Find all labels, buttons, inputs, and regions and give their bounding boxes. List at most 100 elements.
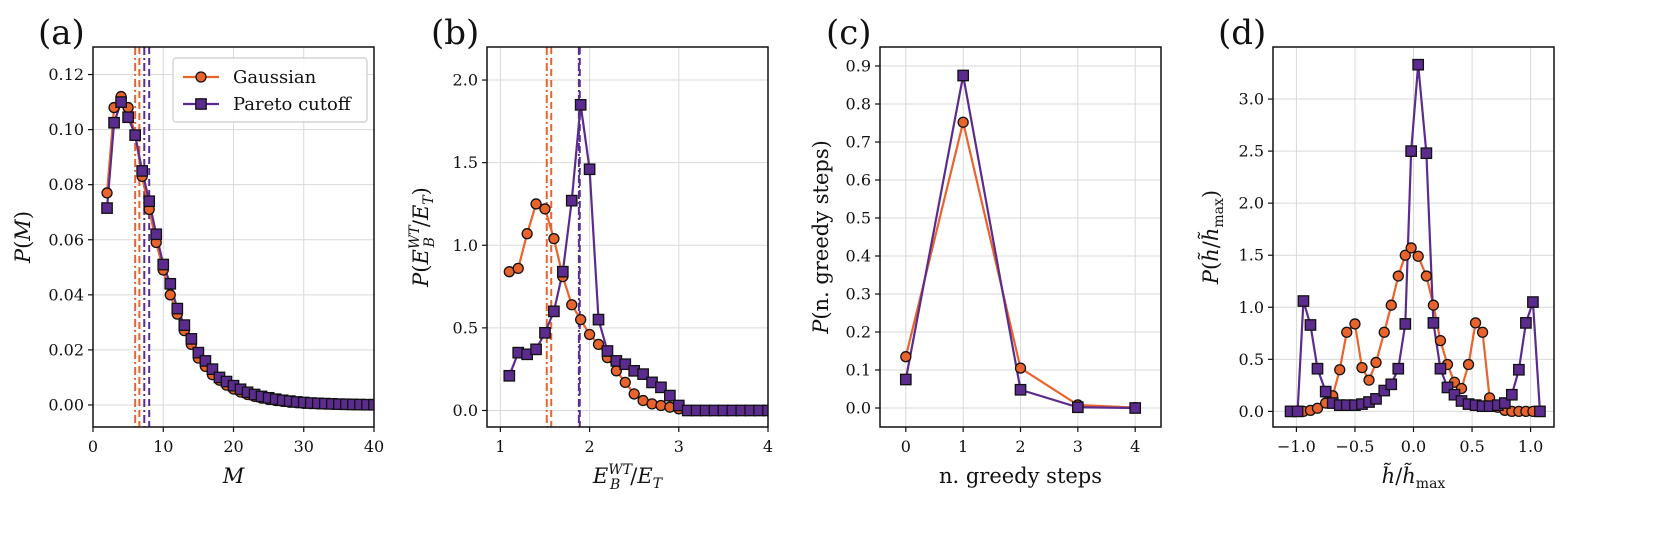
data-point	[619, 358, 632, 371]
y-tick-label: 0.9	[846, 57, 871, 76]
series-line	[508, 104, 768, 412]
y-tick-label: 0.08	[48, 175, 84, 194]
data-point	[1385, 378, 1398, 391]
y-tick-label: 0.6	[846, 171, 871, 190]
y-tick-label: 0.7	[846, 133, 871, 152]
data-point	[185, 333, 198, 345]
data-point	[1476, 326, 1489, 338]
x-axis-label: h̃/h̃max	[1382, 463, 1446, 492]
y-tick-label: 0.0	[453, 401, 478, 420]
y-tick-label: 1.5	[1239, 246, 1264, 265]
data-point	[628, 388, 640, 400]
data-point	[164, 289, 176, 301]
data-point	[1378, 384, 1391, 397]
panel-label: (d)	[1218, 13, 1266, 53]
data-point	[1319, 385, 1332, 398]
plot-area	[101, 90, 374, 411]
data-point	[122, 111, 134, 124]
legend-gaussian-label: Gaussian	[233, 67, 317, 88]
data-point	[1291, 405, 1304, 418]
y-axis-label: P(EWTB/ET)	[407, 187, 438, 288]
data-point	[1420, 147, 1433, 160]
panel-b: 1 2 3 4 0.0 0.5 1.0 1.5 2.0 (b) EWT B/ET P(EWTB/ET)	[407, 13, 773, 493]
data-point	[1356, 362, 1368, 374]
panel-label: (a)	[38, 13, 85, 53]
data-point	[150, 228, 163, 241]
data-point	[899, 373, 912, 386]
data-point	[530, 198, 542, 210]
data-point	[164, 277, 177, 290]
y-tick-label: 0.2	[846, 323, 871, 342]
data-point	[1434, 362, 1447, 375]
plot-area	[899, 69, 1142, 414]
y-tick-label: 0.4	[846, 247, 871, 266]
x-tick-label: 1	[495, 437, 505, 456]
y-axis-label: P(n. greedy steps)	[809, 140, 833, 335]
data-point	[1448, 388, 1461, 401]
data-point	[957, 116, 969, 128]
y-tick-label: 0.0	[1239, 402, 1264, 421]
data-point	[178, 319, 191, 331]
y-axis-label: P(h̃/h̃max)	[1198, 190, 1227, 285]
data-point	[574, 98, 587, 111]
x-tick-label: 0	[901, 437, 911, 456]
x-tick-label: 10	[153, 437, 173, 456]
x-tick-label: 2	[1015, 437, 1025, 456]
y-tick-label: 0.06	[48, 230, 84, 249]
x-tick-label: 30	[294, 437, 314, 456]
data-point	[1341, 326, 1353, 338]
data-point	[583, 163, 596, 176]
data-point	[1527, 296, 1539, 308]
data-point	[1399, 249, 1411, 261]
x-tick-label: 3	[1073, 437, 1083, 456]
data-point	[664, 389, 676, 402]
x-axis-label: EWT B/ET	[592, 462, 664, 493]
data-point	[101, 187, 113, 199]
data-point	[1370, 356, 1382, 369]
data-point	[592, 313, 605, 326]
plot-area	[1284, 58, 1546, 418]
data-point	[1334, 364, 1346, 376]
y-tick-label: 0.8	[846, 95, 871, 114]
y-tick-label: 3.0	[1239, 90, 1264, 109]
y-tick-label: 1.0	[453, 236, 478, 255]
x-tick-label: 0.5	[1459, 437, 1484, 456]
data-point	[206, 363, 219, 376]
panel-label: (b)	[431, 13, 479, 53]
data-point	[1498, 397, 1511, 409]
x-tick-label: 40	[364, 437, 384, 456]
data-point	[1392, 362, 1405, 375]
y-tick-label: 0.10	[48, 120, 84, 139]
data-point	[1304, 319, 1317, 331]
data-point	[556, 265, 569, 278]
data-point	[1349, 318, 1361, 330]
panel-label: (c)	[826, 13, 872, 53]
data-point	[192, 346, 205, 359]
x-tick-label: 4	[1130, 437, 1140, 456]
x-tick-label: 1	[958, 437, 968, 456]
y-tick-label: 0.02	[48, 340, 84, 359]
y-tick-label: 2.5	[1239, 142, 1264, 161]
y-tick-label: 0.5	[1239, 350, 1264, 369]
data-point	[1534, 405, 1546, 418]
data-point	[592, 338, 605, 351]
data-point	[108, 116, 120, 129]
series-line	[105, 94, 374, 406]
x-axis-label: n. greedy steps	[939, 464, 1102, 488]
x-tick-label: 4	[763, 437, 773, 456]
data-point	[1370, 393, 1382, 405]
data-point	[171, 302, 184, 315]
data-point	[157, 258, 170, 271]
y-tick-label: 1.5	[453, 153, 478, 172]
data-point	[1071, 401, 1084, 414]
panel-d: −1.0 −0.5 0.0 0.5 1.0 0.0 0.5 1.0 1.5 2.0 2.5 3.0 (d…	[1198, 13, 1555, 492]
y-axis-label: P(M)	[11, 211, 35, 264]
data-point	[1427, 299, 1440, 311]
y-tick-label: 0.0	[846, 399, 871, 418]
data-point	[1405, 145, 1418, 157]
data-point	[539, 326, 551, 339]
data-point	[1363, 374, 1375, 386]
data-point	[1311, 402, 1324, 414]
data-point	[1434, 334, 1447, 347]
